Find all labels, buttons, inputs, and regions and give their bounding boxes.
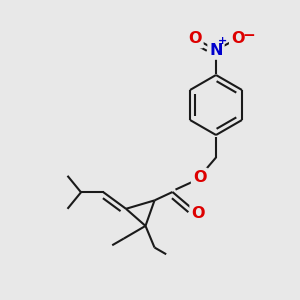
Text: O: O	[188, 32, 202, 46]
Text: O: O	[193, 169, 206, 184]
Text: +: +	[218, 36, 227, 46]
Text: O: O	[231, 32, 244, 46]
Text: N: N	[209, 43, 223, 58]
Text: O: O	[191, 206, 205, 221]
Text: −: −	[243, 28, 255, 43]
